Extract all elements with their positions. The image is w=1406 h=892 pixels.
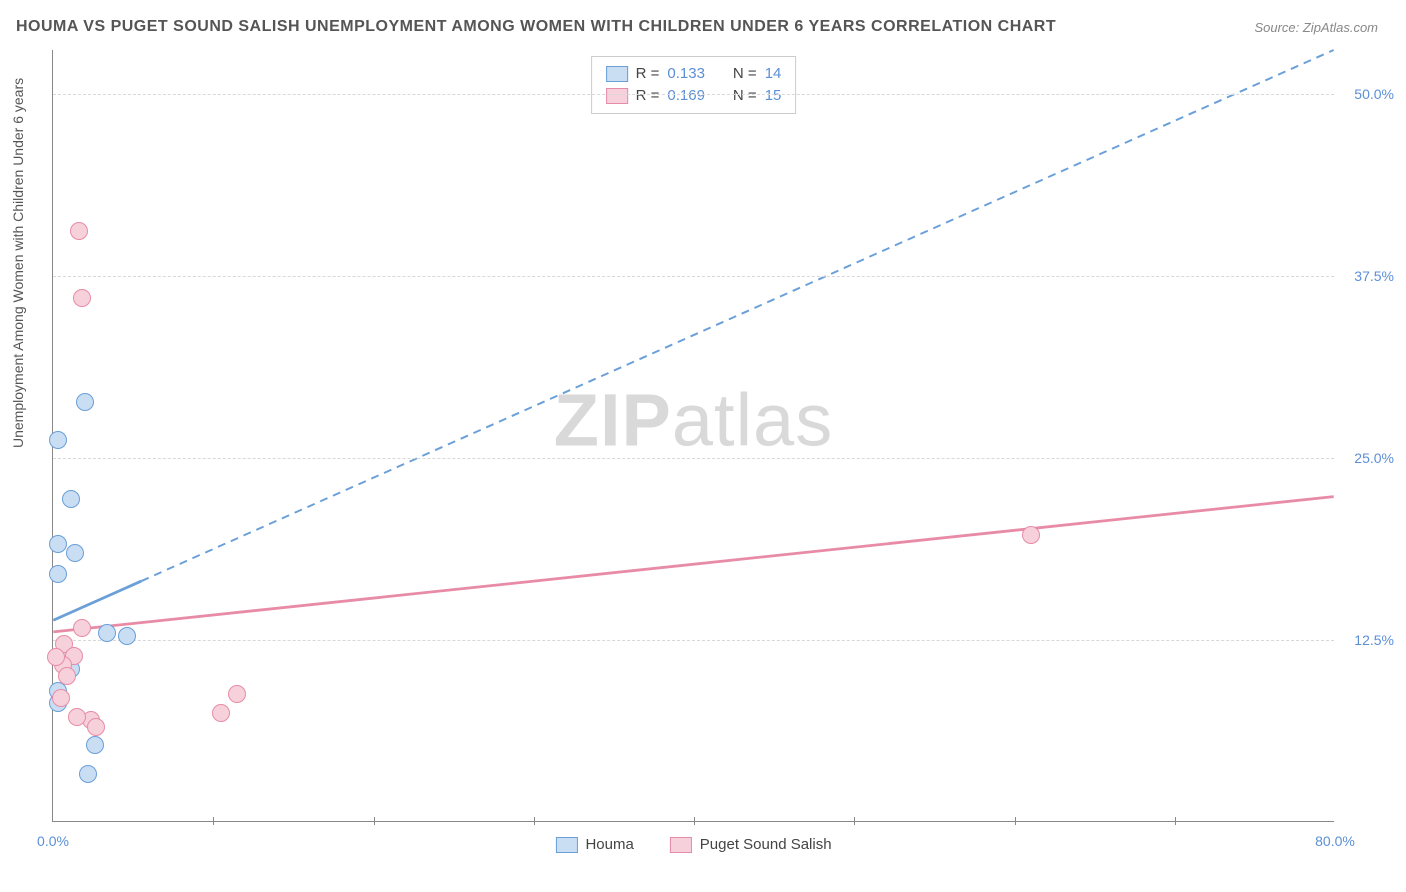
scatter-point: [70, 222, 88, 240]
source-attribution: Source: ZipAtlas.com: [1254, 20, 1378, 35]
scatter-point: [68, 708, 86, 726]
regression-lines: [53, 50, 1334, 821]
scatter-point: [49, 535, 67, 553]
scatter-point: [86, 736, 104, 754]
x-tick: [1015, 817, 1016, 825]
legend-n-value: 14: [765, 63, 782, 85]
legend-r-label: R =: [636, 85, 660, 107]
legend-r-value: 0.169: [667, 85, 705, 107]
legend-swatch-icon: [606, 88, 628, 104]
x-tick: [374, 817, 375, 825]
scatter-point: [212, 704, 230, 722]
scatter-point: [49, 565, 67, 583]
scatter-point: [1022, 526, 1040, 544]
scatter-point: [52, 689, 70, 707]
scatter-point: [47, 648, 65, 666]
legend-swatch-icon: [670, 837, 692, 853]
scatter-point: [228, 685, 246, 703]
y-tick-label: 25.0%: [1340, 450, 1394, 466]
y-tick-label: 12.5%: [1340, 632, 1394, 648]
scatter-point: [58, 667, 76, 685]
y-tick-label: 37.5%: [1340, 268, 1394, 284]
legend-row: R = 0.133 N = 14: [606, 63, 782, 85]
scatter-point: [66, 544, 84, 562]
scatter-point: [76, 393, 94, 411]
legend-series-label: Puget Sound Salish: [700, 836, 832, 853]
legend-n-label: N =: [733, 85, 757, 107]
y-tick-label: 50.0%: [1340, 86, 1394, 102]
gridline: [53, 94, 1334, 95]
legend-item: Puget Sound Salish: [670, 836, 832, 853]
legend-swatch-icon: [606, 66, 628, 82]
chart-plot-area: ZIPatlas R = 0.133 N = 14 R = 0.169 N = …: [52, 50, 1334, 822]
y-axis-label: Unemployment Among Women with Children U…: [10, 78, 26, 448]
legend-r-label: R =: [636, 63, 660, 85]
scatter-point: [73, 619, 91, 637]
x-tick-label: 80.0%: [1315, 833, 1355, 849]
x-tick-label: 0.0%: [37, 833, 69, 849]
legend-series-label: Houma: [585, 836, 633, 853]
legend-correlation-stats: R = 0.133 N = 14 R = 0.169 N = 15: [591, 56, 797, 114]
gridline: [53, 640, 1334, 641]
scatter-point: [118, 627, 136, 645]
scatter-point: [73, 289, 91, 307]
scatter-point: [98, 624, 116, 642]
gridline: [53, 458, 1334, 459]
scatter-point: [62, 490, 80, 508]
scatter-point: [79, 765, 97, 783]
scatter-point: [87, 718, 105, 736]
x-tick: [694, 817, 695, 825]
chart-title: HOUMA VS PUGET SOUND SALISH UNEMPLOYMENT…: [16, 18, 1056, 36]
x-tick: [213, 817, 214, 825]
legend-swatch-icon: [555, 837, 577, 853]
legend-series: Houma Puget Sound Salish: [555, 836, 831, 853]
legend-r-value: 0.133: [667, 63, 705, 85]
legend-n-label: N =: [733, 63, 757, 85]
x-tick: [1175, 817, 1176, 825]
x-tick: [854, 817, 855, 825]
x-tick: [534, 817, 535, 825]
legend-row: R = 0.169 N = 15: [606, 85, 782, 107]
legend-n-value: 15: [765, 85, 782, 107]
legend-item: Houma: [555, 836, 633, 853]
gridline: [53, 276, 1334, 277]
scatter-point: [49, 431, 67, 449]
